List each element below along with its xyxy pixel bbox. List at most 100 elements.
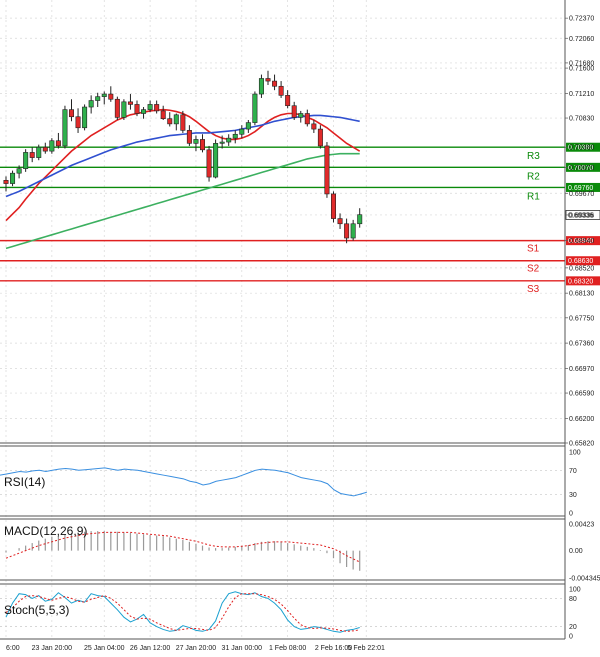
time-tick-label: 23 Jan 20:00: [32, 645, 73, 652]
level-price-tag: [566, 256, 600, 266]
rsi-tick-label: 100: [569, 450, 581, 457]
price-tick-label: 0.67360: [569, 341, 594, 348]
bearish-candle: [278, 85, 284, 96]
bearish-candle: [180, 114, 186, 131]
bearish-candle: [304, 113, 310, 125]
macd-panel: 0.00423 0.00 -0.004345: [5, 522, 600, 583]
bullish-candle: [193, 139, 199, 144]
price-tick-label: 0.66200: [569, 416, 594, 423]
bearish-candle: [200, 139, 206, 151]
time-tick-label: 31 Jan 00:00: [222, 645, 263, 652]
price-tick-label: 0.66590: [569, 391, 594, 398]
bullish-candle: [226, 137, 232, 143]
bullish-candle: [95, 96, 101, 101]
time-tick-label: 6:00: [6, 645, 20, 652]
price-tick-label: 0.69670: [569, 191, 594, 198]
bearish-candle: [344, 223, 350, 239]
bearish-candle: [55, 140, 61, 147]
bearish-candle: [75, 116, 81, 129]
stoch-main-line: [5, 591, 360, 633]
rsi-tick-label: 0: [569, 511, 573, 518]
bearish-candle: [265, 78, 271, 82]
bearish-candle: [42, 146, 48, 152]
price-tick-label: 0.71600: [569, 66, 594, 73]
level-price-tag: [566, 276, 600, 286]
bearish-candle: [154, 104, 160, 112]
level-name-s3: S3: [527, 284, 540, 295]
level-name-s1: S1: [527, 244, 540, 255]
bullish-candle: [357, 214, 363, 225]
price-tick-label: 0.70070: [569, 165, 594, 172]
stoch-tick-label: 80: [569, 596, 577, 603]
bullish-candle: [350, 223, 356, 239]
bearish-candle: [69, 109, 75, 118]
level-price-label: 0.68940: [568, 238, 593, 245]
bearish-candle: [337, 218, 343, 225]
stoch-tick-label: 20: [569, 624, 577, 631]
bullish-candle: [252, 93, 258, 123]
macd-signal-line: [5, 531, 360, 563]
level-price-label: 0.68320: [568, 278, 593, 285]
price-tick-label: 0.72060: [569, 36, 594, 43]
bearish-candle: [167, 118, 173, 125]
bearish-candle: [3, 180, 9, 184]
stoch-signal-line: [5, 593, 360, 632]
bearish-candle: [311, 123, 317, 130]
price-tick-label: 0.71210: [569, 91, 594, 98]
bullish-candle: [245, 122, 251, 130]
bullish-candle: [213, 143, 219, 178]
stoch-tick-label: 0: [569, 634, 573, 641]
level-price-label: 0.68630: [568, 258, 593, 265]
bullish-candle: [101, 93, 107, 97]
macd-title: MACD(12,26,9): [4, 524, 87, 538]
bullish-candle: [141, 109, 147, 114]
level-name-r1: R1: [527, 191, 540, 202]
bullish-candle: [82, 106, 88, 129]
level-name-s2: S2: [527, 264, 540, 275]
bullish-candle: [232, 133, 238, 139]
price-tick-label: 0.70380: [569, 145, 594, 152]
bullish-candle: [16, 168, 22, 174]
bearish-candle: [186, 130, 192, 144]
bearish-candle: [114, 98, 120, 118]
bearish-candle: [108, 93, 114, 100]
bullish-candle: [298, 113, 304, 118]
bullish-candle: [258, 78, 264, 95]
price-tick-label: 0.70830: [569, 116, 594, 123]
time-tick-label: 1 Feb 08:00: [269, 645, 306, 652]
bullish-candle: [173, 114, 179, 125]
bullish-candle: [88, 100, 94, 108]
bullish-candle: [62, 109, 68, 147]
bearish-candle: [206, 149, 212, 178]
bearish-candle: [291, 105, 297, 118]
level-name-r2: R2: [527, 171, 540, 182]
bearish-candle: [29, 152, 35, 158]
level-price-label: 0.69760: [568, 185, 593, 192]
level-price-tag: [566, 182, 600, 192]
price-tick-label: 0.65820: [569, 441, 594, 448]
level-price-tag: [566, 236, 600, 246]
bullish-candle: [23, 152, 29, 169]
price-tick-label: 0.69336: [569, 212, 594, 219]
price-tick-label: 0.66970: [569, 366, 594, 373]
bearish-candle: [324, 145, 330, 195]
time-tick-label: 5 Feb 22:01: [348, 645, 385, 652]
candlesticks: [3, 70, 363, 244]
bullish-candle: [147, 104, 153, 110]
bullish-candle: [10, 172, 16, 184]
price-tick-label: 0.67750: [569, 315, 594, 322]
stoch-title: Stoch(5,5,3): [4, 603, 69, 617]
price-tick-label: 0.68130: [569, 291, 594, 298]
time-tick-label: 27 Jan 20:00: [176, 645, 217, 652]
level-price-tag: [566, 162, 600, 172]
level-price-label: 0.70070: [568, 165, 593, 172]
time-tick-label: 26 Jan 12:00: [130, 645, 171, 652]
level-name-r3: R3: [527, 151, 540, 162]
macd-tick-label: 0.00423: [569, 522, 594, 529]
rsi-tick-label: 70: [569, 468, 577, 475]
rsi-title: RSI(14): [4, 475, 45, 489]
macd-tick-label: -0.004345: [569, 576, 600, 583]
